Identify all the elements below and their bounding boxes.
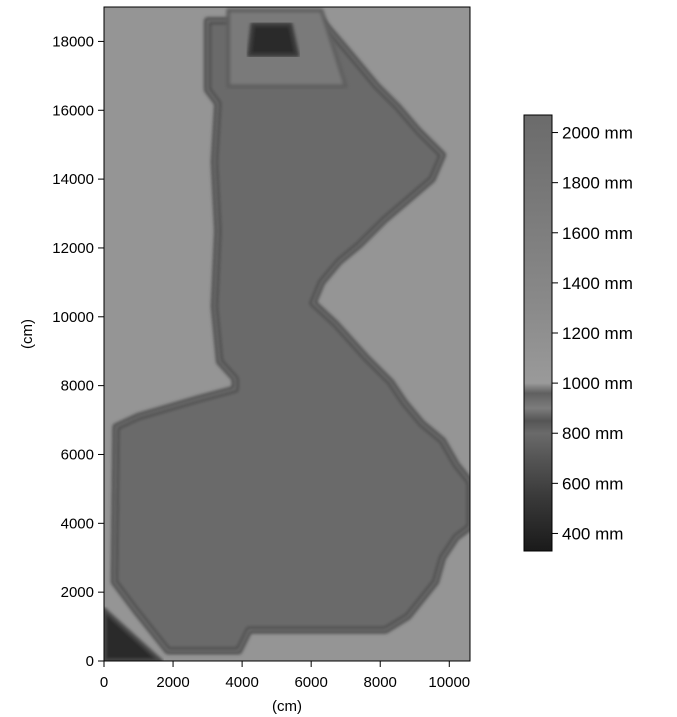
colorbar-gradient bbox=[523, 114, 553, 552]
y-tick-label: 8000 bbox=[61, 378, 94, 395]
colorbar: 2000 mm 1800 mm 1600 mm 1400 mm 1200 mm 1000 … bbox=[523, 114, 633, 552]
colorbar-tick-label: 1800 mm bbox=[562, 174, 633, 193]
x-tick-label: 10000 bbox=[428, 674, 470, 691]
colorbar-tick-label: 1600 mm bbox=[562, 224, 633, 243]
colorbar-tick-label: 1200 mm bbox=[562, 324, 633, 343]
y-tick-label: 6000 bbox=[61, 446, 94, 463]
y-axis-label: (cm) bbox=[19, 319, 36, 349]
x-tick-label: 8000 bbox=[364, 674, 397, 691]
heatmap-regions bbox=[104, 7, 470, 661]
colorbar-tick-label: 1000 mm bbox=[562, 374, 633, 393]
region-corner-wedge bbox=[104, 607, 163, 661]
x-tick-label: 4000 bbox=[225, 674, 258, 691]
x-tick-label: 6000 bbox=[294, 674, 327, 691]
region-building-footprint-inner-rim bbox=[113, 19, 470, 652]
colorbar-tick-label: 1400 mm bbox=[562, 274, 633, 293]
colorbar-tick-label: 400 mm bbox=[562, 524, 623, 543]
x-tick-label: 2000 bbox=[156, 674, 189, 691]
y-axis: 0 2000 4000 6000 8000 10000 12000 14000 16000 180… bbox=[52, 7, 105, 670]
colorbar-tick-label: 600 mm bbox=[562, 474, 623, 493]
x-axis-label: (cm) bbox=[272, 698, 302, 715]
x-axis: 0 2000 4000 6000 8000 10000 bbox=[100, 660, 470, 691]
y-tick-label: 2000 bbox=[61, 584, 94, 601]
plot-area bbox=[103, 6, 471, 662]
y-tick-label: 14000 bbox=[52, 171, 94, 188]
region-top-dark-spot bbox=[247, 22, 300, 58]
y-tick-label: 4000 bbox=[61, 515, 94, 532]
y-tick-label: 16000 bbox=[52, 102, 94, 119]
y-tick-label: 0 bbox=[86, 653, 94, 670]
colorbar-tick-label: 2000 mm bbox=[562, 124, 633, 143]
x-tick-label: 0 bbox=[100, 674, 108, 691]
colorbar-ticks: 2000 mm 1800 mm 1600 mm 1400 mm 1200 mm 1000 … bbox=[552, 124, 633, 543]
y-tick-label: 12000 bbox=[52, 240, 94, 257]
y-tick-label: 10000 bbox=[52, 309, 94, 326]
colorbar-tick-label: 800 mm bbox=[562, 424, 623, 443]
y-tick-label: 18000 bbox=[52, 33, 94, 50]
